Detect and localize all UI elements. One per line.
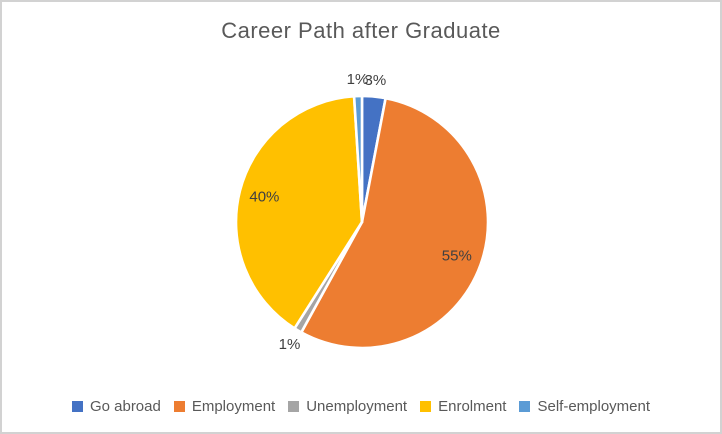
legend-item-unemployment[interactable]: Unemployment xyxy=(288,398,407,415)
legend-swatch-icon xyxy=(420,401,432,412)
legend-swatch-icon xyxy=(519,401,531,412)
data-label-employment: 55% xyxy=(442,248,472,265)
legend-item-employment[interactable]: Employment xyxy=(173,398,276,415)
legend-item-self-employment[interactable]: Self-employment xyxy=(519,398,650,415)
legend-swatch-icon xyxy=(173,401,185,412)
legend-swatch-icon xyxy=(288,401,300,412)
legend-label: Unemployment xyxy=(306,398,408,415)
data-label-self-employment: 1% xyxy=(347,71,369,88)
legend-label: Self-employment xyxy=(537,398,651,415)
legend-item-enrolment[interactable]: Enrolment xyxy=(420,398,506,415)
legend-item-go-abroad[interactable]: Go abroad xyxy=(71,398,161,415)
data-label-enrolment: 40% xyxy=(249,188,279,205)
pie-slice-employment[interactable] xyxy=(300,96,490,350)
pie-slice-enrolment[interactable] xyxy=(234,94,364,330)
legend-swatch-icon xyxy=(71,401,83,412)
legend-label: Enrolment xyxy=(438,398,507,415)
data-label-unemployment: 1% xyxy=(279,336,301,353)
data-label-go-abroad: 3% xyxy=(365,72,387,89)
legend-label: Go abroad xyxy=(89,398,161,415)
legend: Go abroad Employment Unemployment Enrolment… xyxy=(2,398,720,415)
legend-label: Employment xyxy=(191,398,276,415)
pie-slice-self-employment[interactable] xyxy=(352,94,364,224)
